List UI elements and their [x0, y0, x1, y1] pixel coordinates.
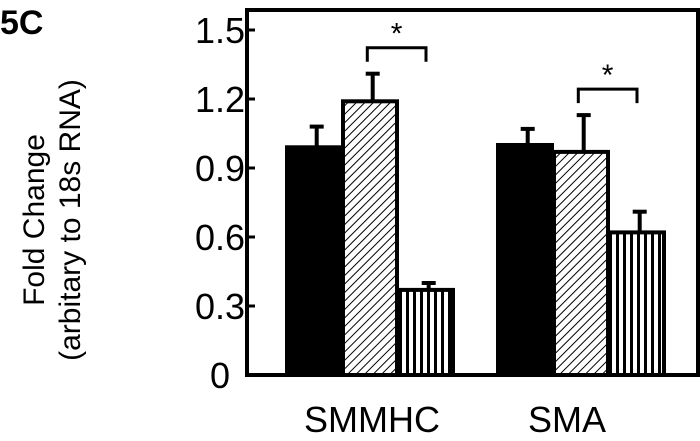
bar [496, 143, 554, 377]
y-axis-label-line1: Fold Change [18, 134, 51, 306]
significance-bracket [365, 46, 428, 62]
plot-frame [245, 8, 700, 377]
panel-label: 5C [0, 4, 43, 42]
bar [285, 145, 343, 377]
bar [608, 230, 666, 377]
error-bars [309, 71, 647, 290]
significance-star: * [391, 18, 403, 51]
y-axis-ticks: 0 0.3 0.6 0.9 1.2 1.5 [195, 10, 255, 396]
y-tick-label: 1.2 [195, 79, 245, 120]
y-tick-label: 0.9 [195, 148, 245, 189]
bar [341, 99, 399, 378]
significance-star: * [602, 59, 614, 92]
significance-markers: ** [365, 18, 639, 104]
bars [285, 99, 666, 378]
y-axis-label-line2: (arbitary to 18s RNA) [54, 79, 87, 361]
y-tick-label: 1.5 [195, 10, 245, 51]
category-label-smmhc: SMMHC [304, 399, 440, 440]
bar [397, 287, 455, 377]
category-label-sma: SMA [528, 399, 606, 440]
y-tick-label: 0.3 [195, 286, 245, 327]
y-tick-label: 0 [210, 355, 230, 396]
y-tick-label: 0.6 [195, 217, 245, 258]
y-axis-title: Fold Change (arbitary to 18s RNA) [18, 79, 87, 361]
significance-bracket [576, 87, 639, 104]
bar [552, 149, 610, 377]
